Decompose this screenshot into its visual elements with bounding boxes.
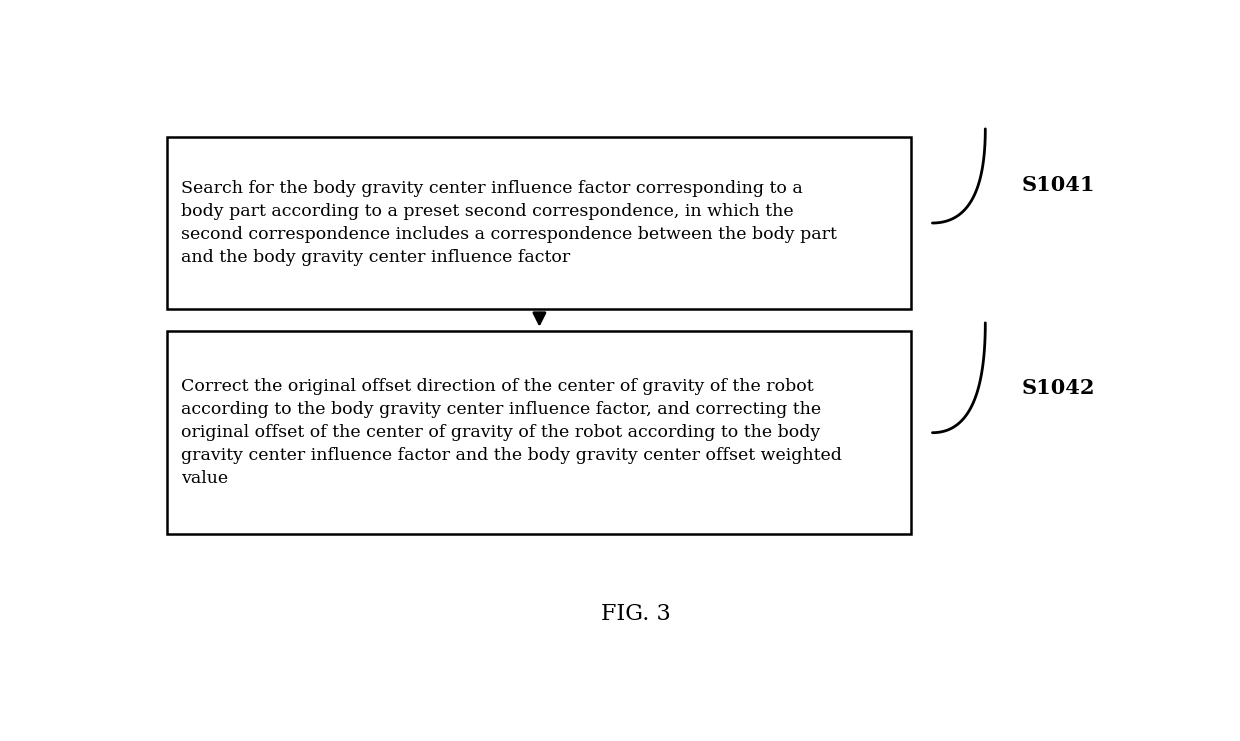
Text: S1041: S1041 xyxy=(1022,176,1095,196)
Text: Correct the original offset direction of the center of gravity of the robot
acco: Correct the original offset direction of… xyxy=(181,379,842,487)
Text: FIG. 3: FIG. 3 xyxy=(600,603,671,625)
Bar xyxy=(166,331,911,534)
Text: Search for the body gravity center influence factor corresponding to a
body part: Search for the body gravity center influ… xyxy=(181,180,837,266)
Bar xyxy=(166,137,911,308)
Text: S1042: S1042 xyxy=(1022,378,1095,398)
